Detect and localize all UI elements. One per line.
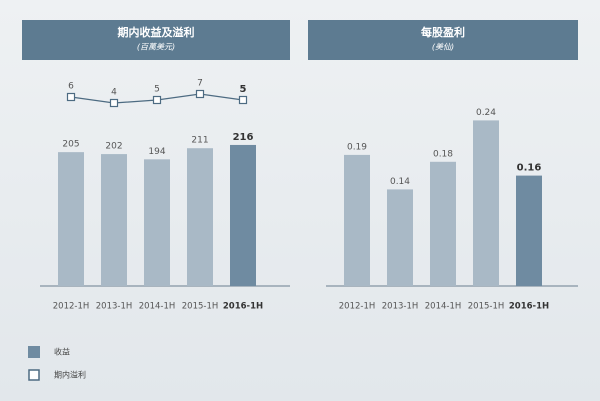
x-tick-label: 2016-1H xyxy=(509,302,549,312)
legend-label: 期内溢利 xyxy=(54,370,86,380)
bar xyxy=(387,189,413,286)
legend-swatch xyxy=(28,346,40,358)
value-label: 211 xyxy=(191,136,208,146)
legend-label: 收益 xyxy=(54,347,70,357)
value-label: 205 xyxy=(62,140,79,150)
x-tick-label: 2015-1H xyxy=(182,302,219,312)
chart-subtitle: (美仙) xyxy=(432,43,454,52)
value-label: 0.19 xyxy=(347,142,367,152)
x-tick-label: 2015-1H xyxy=(468,302,505,312)
value-label: 0.16 xyxy=(517,163,542,174)
value-label: 7 xyxy=(197,79,203,89)
marker xyxy=(238,95,248,105)
value-label: 202 xyxy=(105,142,122,152)
x-tick-label: 2013-1H xyxy=(382,302,419,312)
value-label: 0.14 xyxy=(390,177,410,187)
x-tick-label: 2014-1H xyxy=(425,302,462,312)
bar xyxy=(101,154,127,286)
bar xyxy=(473,120,499,287)
value-label: 0.24 xyxy=(476,108,496,118)
value-label: 5 xyxy=(240,84,247,95)
x-tick-label: 2012-1H xyxy=(339,302,376,312)
value-label: 5 xyxy=(154,85,160,95)
marker xyxy=(109,98,119,108)
header xyxy=(22,20,290,60)
chart-title: 期内收益及溢利 xyxy=(118,25,195,39)
chart-subtitle: (百萬美元) xyxy=(137,43,175,52)
value-label: 6 xyxy=(68,82,74,92)
legend-swatch xyxy=(28,369,40,381)
header xyxy=(308,20,578,60)
x-tick-label: 2016-1H xyxy=(223,302,263,312)
bar xyxy=(344,154,370,286)
x-tick-label: 2012-1H xyxy=(53,302,90,312)
marker xyxy=(195,89,205,99)
bar xyxy=(187,148,213,286)
bar xyxy=(144,159,170,286)
value-label: 194 xyxy=(148,147,165,157)
bar xyxy=(516,175,542,286)
chart-title: 每股盈利 xyxy=(421,25,465,39)
x-tick-label: 2013-1H xyxy=(96,302,133,312)
bar xyxy=(230,144,256,286)
x-tick-label: 2014-1H xyxy=(139,302,176,312)
marker xyxy=(152,95,162,105)
marker xyxy=(66,92,76,102)
value-label: 216 xyxy=(233,132,254,143)
bar xyxy=(430,161,456,286)
value-label: 4 xyxy=(111,88,117,98)
value-label: 0.18 xyxy=(433,149,453,159)
bar xyxy=(58,152,84,286)
